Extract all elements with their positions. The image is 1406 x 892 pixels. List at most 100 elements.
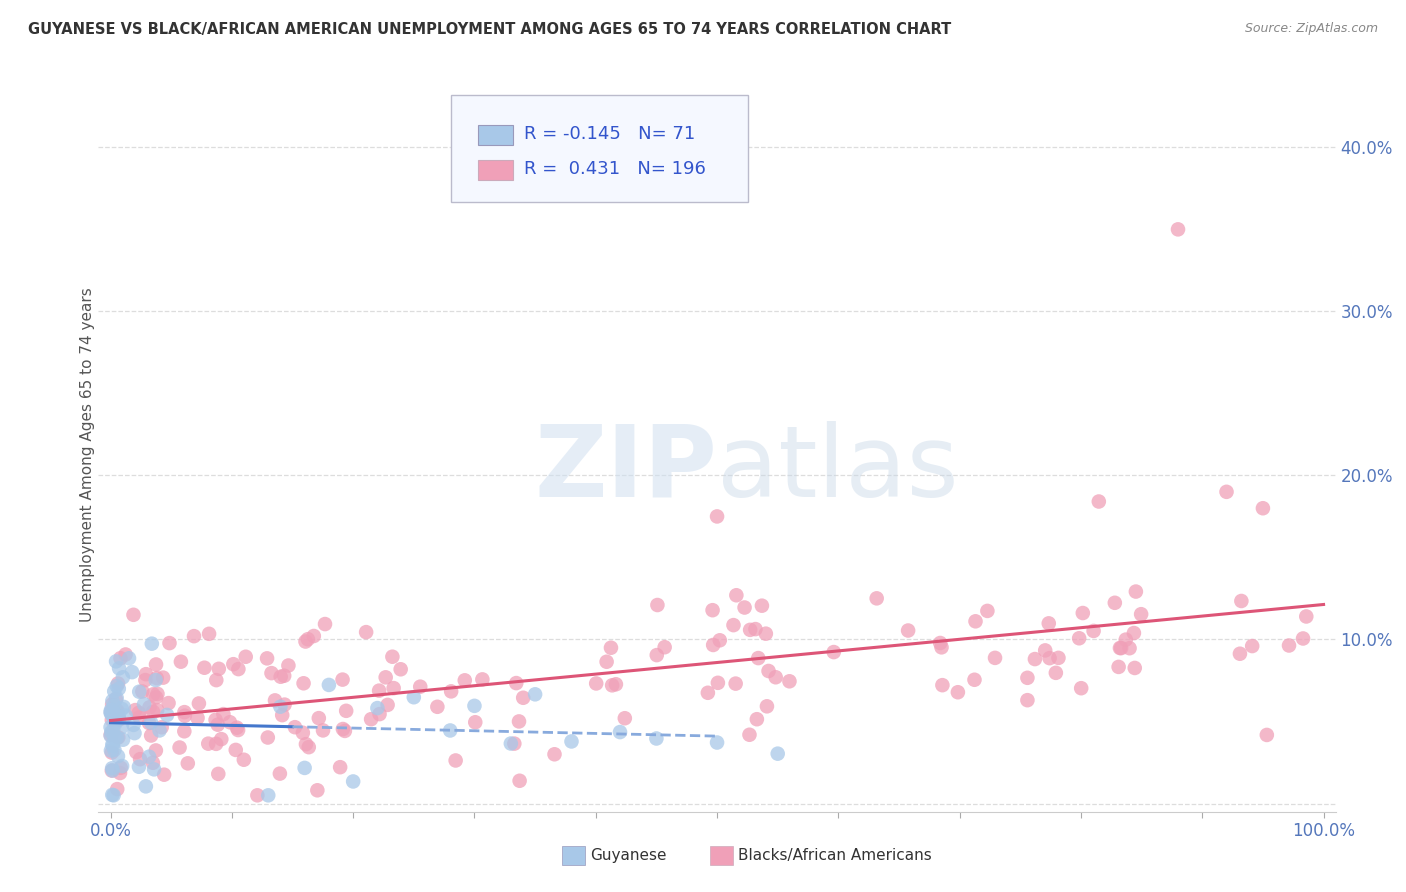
Point [131,684,153,698]
Point [765,670,787,684]
Text: Source: ZipAtlas.com: Source: ZipAtlas.com [1244,22,1378,36]
Point [696,686,718,700]
Point [329,760,352,774]
Point [152,671,174,685]
Point [342,774,364,789]
Point [193,661,215,675]
Point [294,761,316,775]
Point [100,746,122,760]
Point [205,673,228,687]
Point [1115,632,1137,647]
Point [105,731,128,745]
Point [183,629,205,643]
Point [228,662,250,676]
Point [354,625,377,640]
Point [439,723,461,738]
Point [723,618,745,632]
Point [965,615,987,629]
Point [101,698,124,712]
Point [318,678,340,692]
Point [440,684,463,698]
Point [1215,484,1237,499]
Point [256,731,278,745]
Point [271,708,294,723]
Point [153,767,176,781]
Point [454,673,477,688]
Point [114,648,136,662]
Point [107,710,129,724]
Point [560,734,582,748]
Point [1256,728,1278,742]
Text: R =  0.431   N= 196: R = 0.431 N= 196 [524,161,706,178]
Point [145,657,167,672]
Point [273,669,295,683]
Point [134,673,156,687]
Point [1123,661,1146,675]
Point [100,729,122,743]
Point [499,737,522,751]
Point [110,651,132,665]
Point [112,700,135,714]
Point [100,706,122,721]
Point [332,722,354,736]
Point [463,698,485,713]
Point [132,698,155,712]
Point [314,617,336,632]
Point [101,788,124,802]
Point [929,636,952,650]
Point [212,707,235,722]
Point [645,731,668,746]
Point [122,718,145,732]
Point [382,681,405,695]
Point [1039,651,1062,665]
Point [118,651,141,665]
Point [128,760,150,774]
Point [269,699,291,714]
Point [108,766,131,780]
Point [269,766,291,780]
Point [709,633,731,648]
Point [145,671,167,685]
Point [333,723,356,738]
Point [984,651,1007,665]
Point [298,740,321,755]
Point [110,761,132,775]
Point [100,705,122,719]
Point [142,705,165,719]
Text: Blacks/African Americans: Blacks/African Americans [738,848,932,863]
Point [264,693,287,707]
Point [444,754,467,768]
Point [745,712,768,726]
Text: GUYANESE VS BLACK/AFRICAN AMERICAN UNEMPLOYMENT AMONG AGES 65 TO 74 YEARS CORREL: GUYANESE VS BLACK/AFRICAN AMERICAN UNEMP… [28,22,952,37]
Point [121,665,143,680]
Point [100,728,122,742]
Point [464,715,486,730]
Point [105,690,128,705]
Point [1125,584,1147,599]
Point [389,662,412,676]
Point [103,706,125,720]
Point [1229,647,1251,661]
FancyBboxPatch shape [478,125,513,145]
Point [766,747,789,761]
Point [1047,651,1070,665]
Point [1045,665,1067,680]
Point [111,702,134,716]
Point [101,764,124,778]
Point [226,723,249,737]
Point [308,711,330,725]
Point [103,789,125,803]
Point [107,731,129,745]
Point [381,649,404,664]
Point [605,677,627,691]
Point [156,708,179,723]
Point [360,712,382,726]
Point [295,737,318,751]
Point [976,604,998,618]
Point [755,699,778,714]
Point [524,687,547,701]
Point [471,673,494,687]
Point [543,747,565,762]
Point [368,683,391,698]
Point [225,743,247,757]
